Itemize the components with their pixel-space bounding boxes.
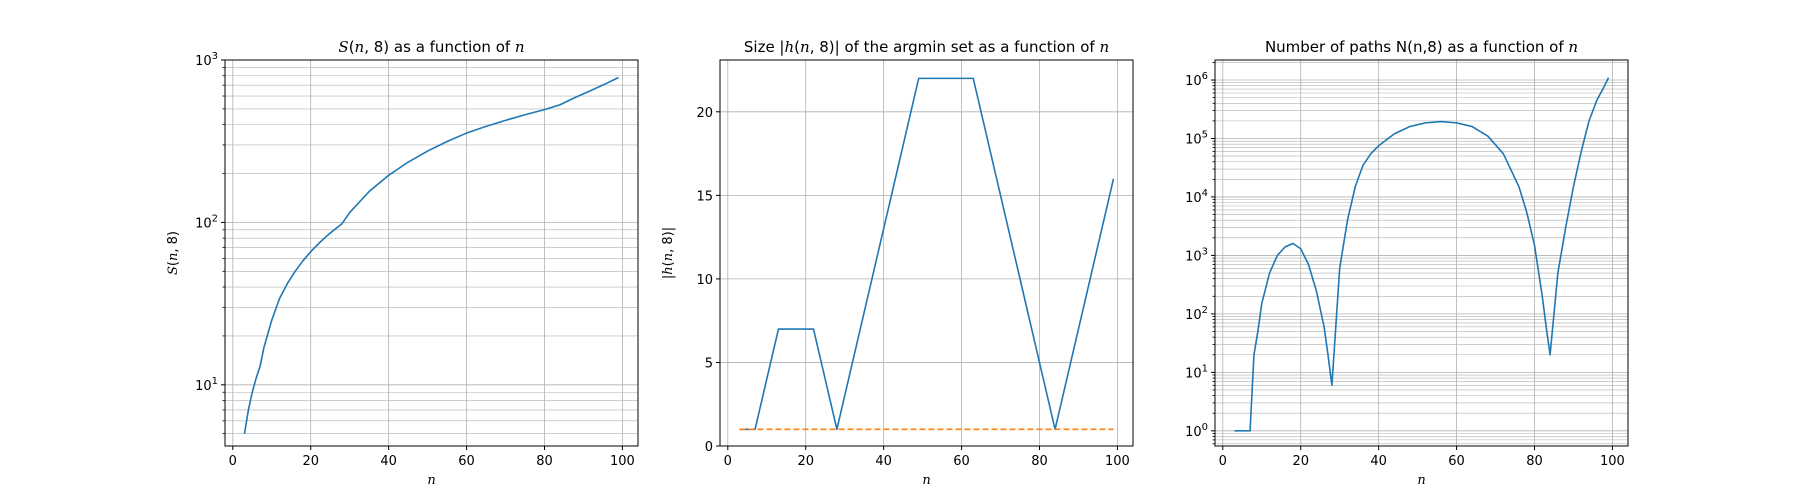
y-tick-label: 105 — [1185, 129, 1208, 147]
axes-frame — [719, 59, 1134, 447]
chart-title: Number of paths N(n,8) as a function of … — [1265, 38, 1578, 56]
x-tick-label: 40 — [380, 454, 397, 469]
chart-title: S(n, 8) as a function of n — [338, 38, 524, 56]
x-tick-label: 20 — [797, 454, 814, 469]
axes-frame — [224, 59, 639, 447]
y-tick-label: 103 — [1185, 246, 1208, 264]
axes-frame — [1214, 59, 1629, 447]
x-tick-label: 0 — [724, 454, 732, 469]
x-axis-label: n — [427, 473, 435, 488]
y-tick-label: 103 — [195, 51, 218, 69]
chart-panel-2: 0 20 40 60 80 100 0 5 10 15 20 Size |h(n, 8)| of th… — [661, 38, 1134, 488]
series-line-1 — [739, 77, 1115, 431]
x-tick-label: 80 — [1031, 454, 1048, 469]
y-axis-label: S(n, 8) — [166, 231, 181, 275]
y-tick-label: 20 — [696, 106, 713, 121]
x-tick-label: 80 — [1526, 454, 1543, 469]
y-axis-label: |h(n, 8)| — [661, 227, 676, 279]
y-tick-label: 15 — [696, 189, 713, 204]
y-tick-label: 10 — [696, 273, 713, 288]
x-tick-label: 100 — [1600, 454, 1625, 469]
y-tick-label: 104 — [1185, 188, 1208, 206]
y-tick-label: 101 — [1185, 363, 1208, 381]
x-tick-label: 100 — [610, 454, 635, 469]
x-tick-label: 40 — [1370, 454, 1387, 469]
x-tick-label: 60 — [953, 454, 970, 469]
chart-panel-3: 0 20 40 60 80 100 100 101 102 103 104 105 106 Number … — [1185, 38, 1629, 488]
x-axis-label: n — [1417, 473, 1425, 488]
x-tick-label: 0 — [229, 454, 237, 469]
x-tick-label: 40 — [875, 454, 892, 469]
y-tick-label: 5 — [705, 356, 713, 371]
y-tick-label: 100 — [1185, 422, 1208, 440]
y-tick-label: 101 — [195, 376, 218, 394]
x-tick-label: 0 — [1219, 454, 1227, 469]
x-tick-label: 60 — [1448, 454, 1465, 469]
chart-title: Size |h(n, 8)| of the argmin set as a fu… — [744, 38, 1109, 56]
x-tick-label: 20 — [302, 454, 319, 469]
series-line-1 — [243, 76, 619, 434]
y-tick-label: 102 — [1185, 305, 1208, 323]
x-axis-label: n — [922, 473, 930, 488]
y-tick-label: 0 — [705, 440, 713, 455]
chart-panel-1: 0 20 40 60 80 100 101 102 103 S(n, 8) as a functi… — [166, 38, 639, 488]
y-tick-label: 106 — [1185, 71, 1208, 89]
grid — [1215, 60, 1628, 446]
y-tick-label: 102 — [195, 213, 218, 231]
x-tick-label: 80 — [536, 454, 553, 469]
series-line-1 — [1234, 77, 1610, 432]
x-tick-label: 100 — [1105, 454, 1130, 469]
grid — [225, 59, 638, 446]
x-tick-label: 60 — [458, 454, 475, 469]
x-tick-label: 20 — [1292, 454, 1309, 469]
grid — [720, 60, 1133, 447]
